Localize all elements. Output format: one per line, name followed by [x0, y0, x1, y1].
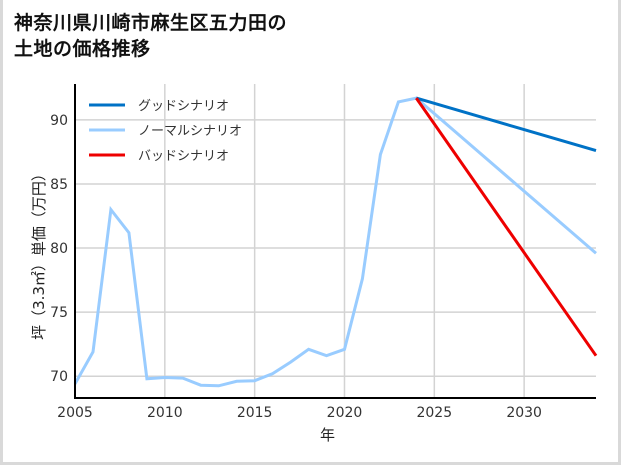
- series-line-normal: [73, 96, 597, 388]
- x-tick-label: 2010: [147, 405, 183, 421]
- legend-label: ノーマルシナリオ: [138, 124, 242, 139]
- y-tick-label: 90: [50, 113, 68, 129]
- y-tick-label: 80: [50, 241, 68, 257]
- axes: [74, 84, 596, 399]
- legend-label: バッドシナリオ: [138, 149, 229, 164]
- y-axis-label: 坪（3.3㎡）単価（万円）: [30, 166, 48, 340]
- chart-title: 神奈川県川崎市麻生区五力田の 土地の価格推移: [14, 10, 287, 62]
- x-tick-label: 2030: [506, 405, 542, 421]
- x-axis-ticks: 2005 2010 2015 2020 2025 2030: [57, 405, 542, 421]
- x-tick-label: 2020: [327, 405, 363, 421]
- legend-item-good: グッドシナリオ: [89, 99, 229, 114]
- data-lines: [73, 96, 598, 388]
- x-axis-label: 年: [320, 426, 335, 444]
- y-tick-label: 70: [50, 369, 68, 385]
- y-axis-ticks: 70 75 80 85 90: [50, 113, 68, 385]
- legend-item-bad: バッドシナリオ: [89, 149, 229, 164]
- y-tick-label: 85: [50, 177, 68, 193]
- x-tick-label: 2015: [237, 405, 273, 421]
- chart-title-line-2: 土地の価格推移: [14, 38, 151, 60]
- y-tick-label: 75: [50, 305, 68, 321]
- series-line-bad: [415, 97, 598, 357]
- series-line-good: [415, 96, 597, 153]
- x-tick-label: 2005: [57, 405, 93, 421]
- chart-title-line-1: 神奈川県川崎市麻生区五力田の: [14, 12, 288, 34]
- legend-label: グッドシナリオ: [138, 99, 229, 114]
- x-tick-label: 2025: [416, 405, 452, 421]
- legend-item-normal: ノーマルシナリオ: [89, 124, 242, 139]
